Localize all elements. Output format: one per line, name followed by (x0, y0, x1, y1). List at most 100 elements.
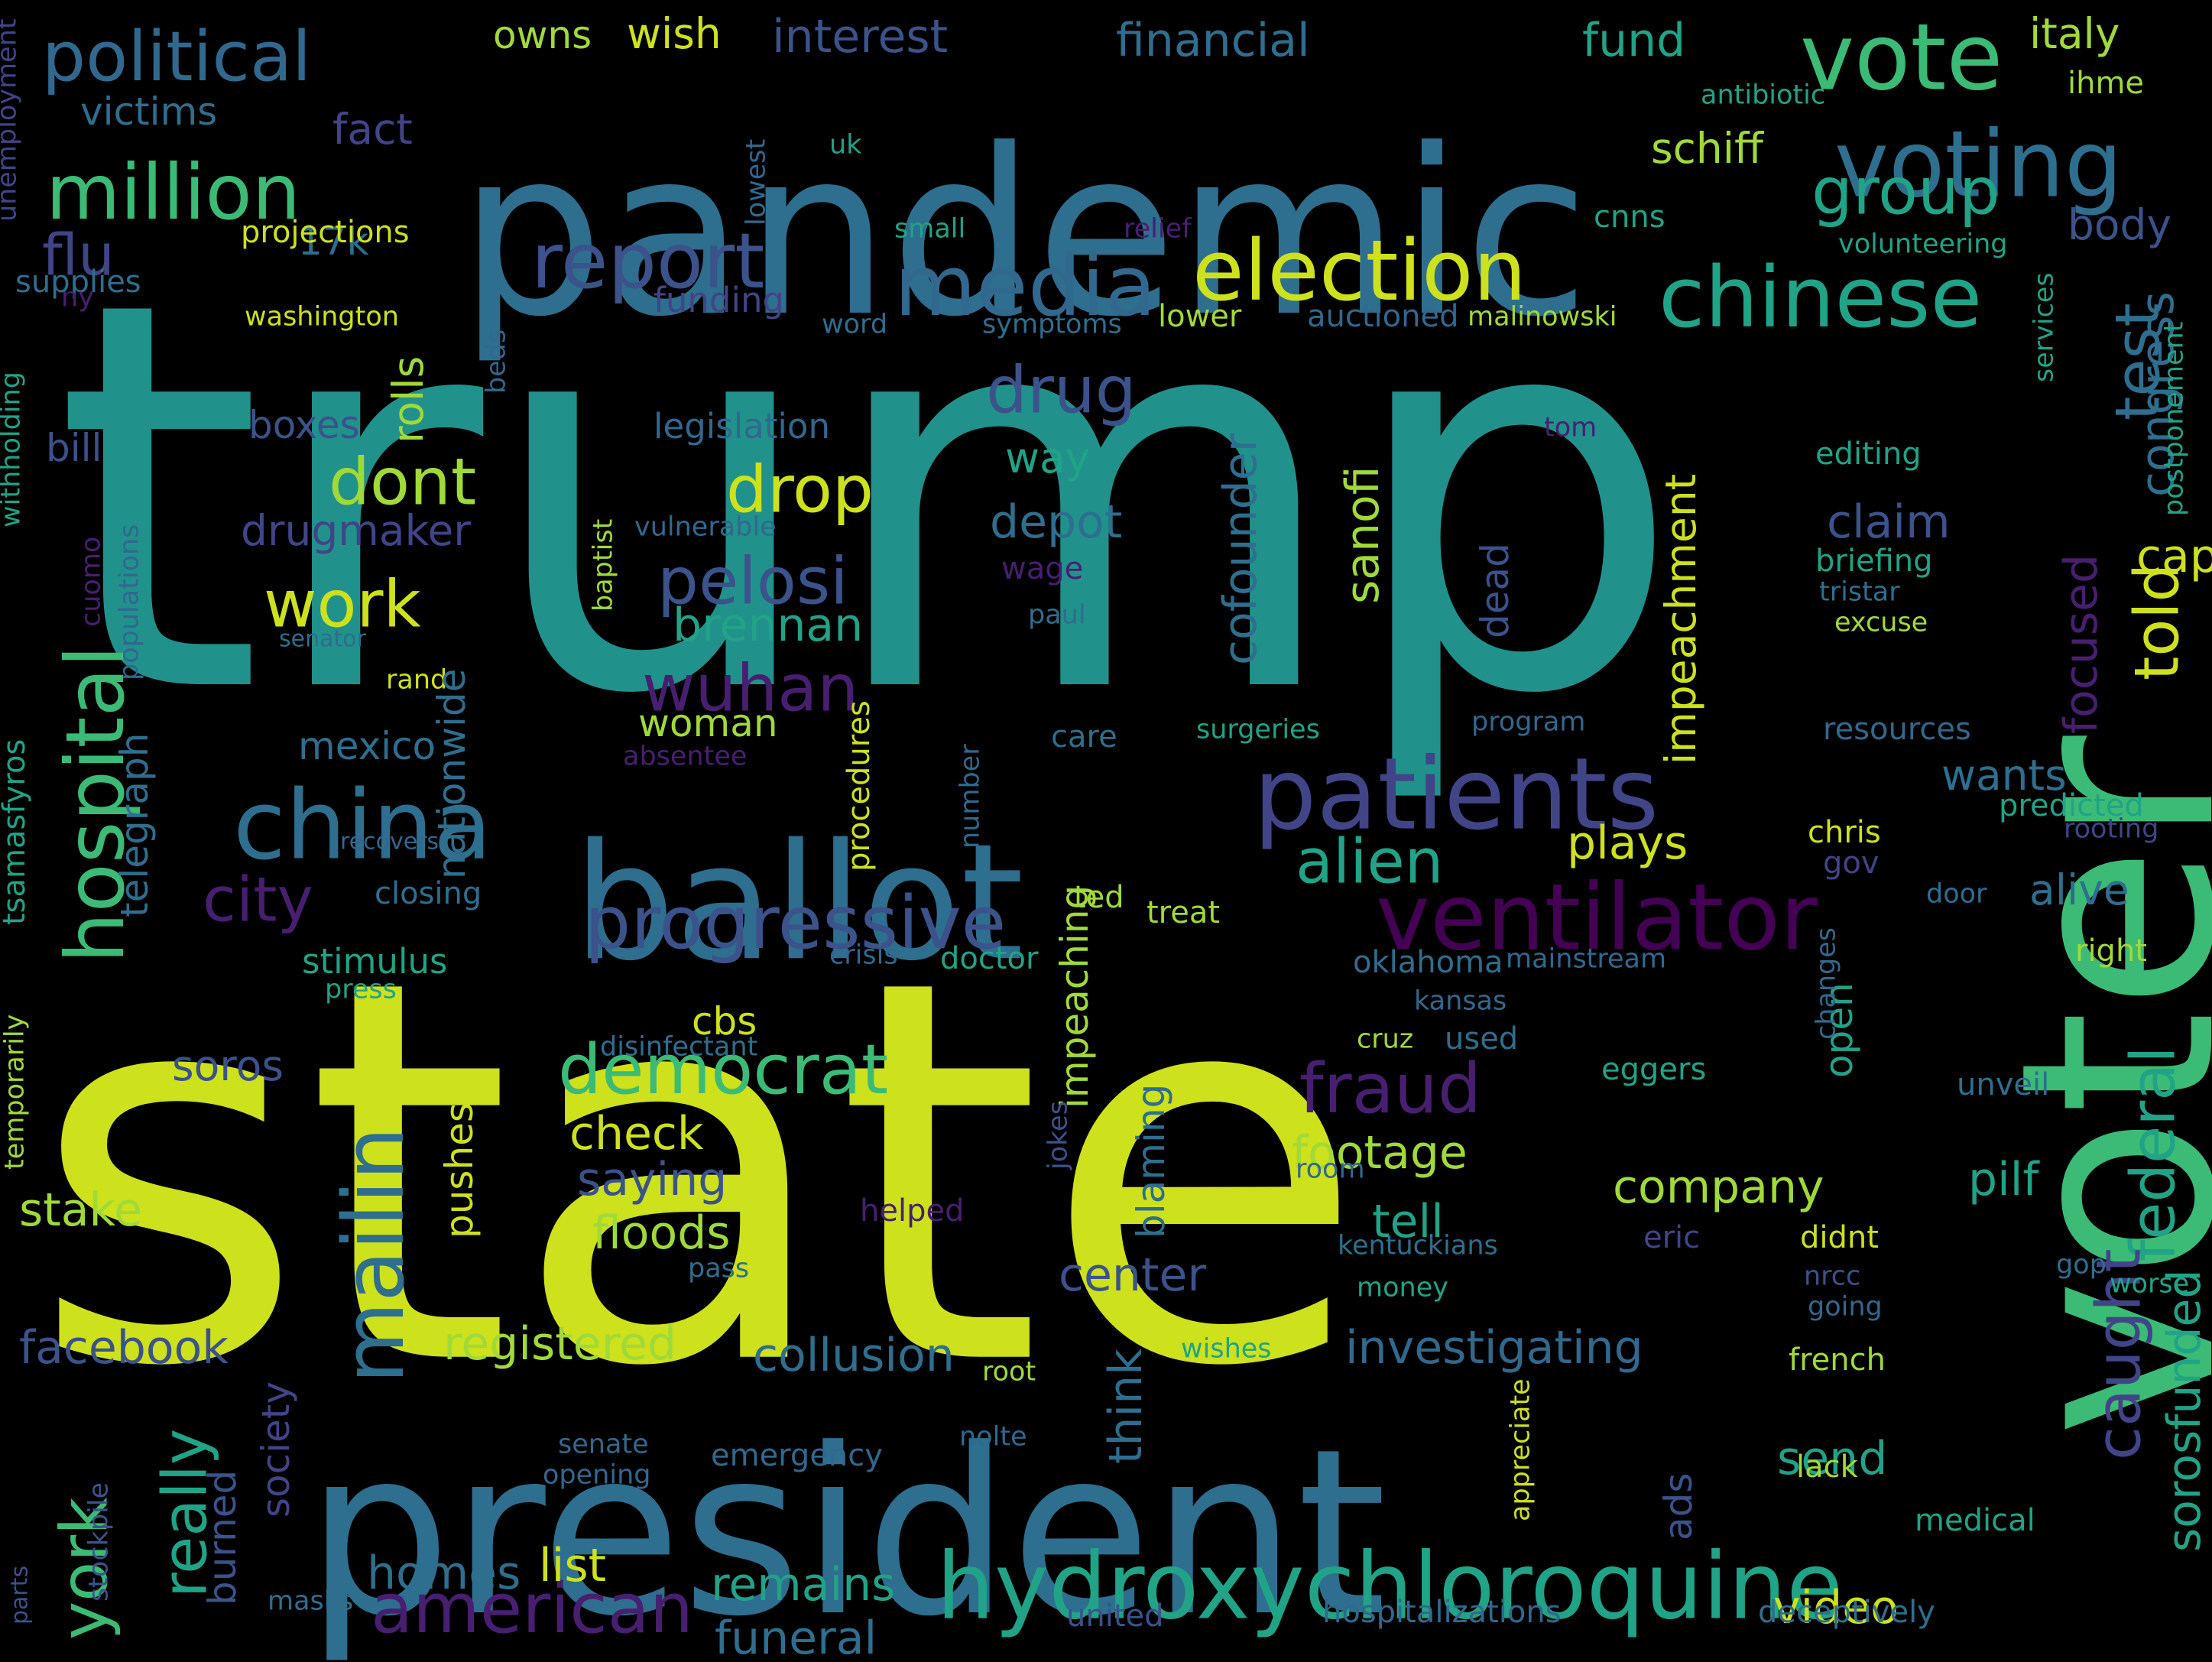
word: medical (1915, 1502, 2035, 1538)
word: sanofi (1336, 466, 1390, 604)
word: dead (1473, 543, 1517, 638)
word: funeral (715, 1612, 877, 1662)
word: flu (42, 221, 115, 289)
word: ventilator (1376, 865, 1818, 972)
word: saying (577, 1153, 728, 1207)
word: excuse (1834, 607, 1928, 638)
word: stockpile (83, 1482, 115, 1602)
word: pilf (1968, 1153, 2039, 1207)
word: uk (829, 129, 862, 161)
word: drug (986, 352, 1137, 429)
word: report (531, 216, 765, 306)
word: pandemic (459, 100, 1590, 367)
word: chinese (1659, 248, 1983, 347)
word: cap (2136, 530, 2212, 584)
word: mainstream (1506, 943, 1667, 975)
word: cuomo (76, 536, 107, 627)
word: pass (688, 1253, 750, 1284)
word: election (1192, 222, 1527, 320)
word: ihme (2068, 65, 2145, 101)
word: dont (329, 444, 477, 521)
word: opening (543, 1459, 651, 1491)
word: floods (592, 1206, 731, 1261)
word: alive (2029, 865, 2129, 915)
word: tsamasfyros (0, 738, 32, 925)
word: used (1445, 1021, 1519, 1057)
word: services (2029, 272, 2060, 382)
word: wish (627, 9, 722, 59)
word: doctor (940, 940, 1039, 976)
word: closing (375, 875, 482, 911)
word: lack (1796, 1449, 1858, 1485)
word: populations (114, 524, 145, 680)
word: burned (200, 1469, 245, 1605)
word: way (1005, 433, 1091, 483)
word: pelosi (657, 544, 848, 620)
word: care (1051, 719, 1117, 755)
word: blaming (1129, 1083, 1173, 1238)
word: auctioned (1307, 298, 1459, 334)
word: check (569, 1107, 704, 1161)
word: think (1099, 1349, 1153, 1464)
word: crisis (829, 940, 898, 971)
word: cruz (1357, 1024, 1414, 1055)
word: victims (80, 89, 218, 134)
word: nrcc (1804, 1261, 1861, 1292)
word: french (1789, 1342, 1886, 1378)
word: ny (61, 282, 94, 313)
word: work (264, 566, 421, 643)
word: wishes (1181, 1333, 1272, 1365)
word: withholding (0, 372, 27, 527)
word: owns (493, 13, 592, 57)
word: paul (1028, 599, 1086, 631)
word: root (982, 1356, 1036, 1388)
word: eric (1643, 1219, 1701, 1255)
word: pushes (437, 1102, 482, 1238)
word: depot (990, 495, 1123, 550)
word: wage (1001, 550, 1084, 586)
word: ads (1656, 1472, 1701, 1540)
word: wants (1941, 751, 2067, 800)
word: room (1296, 1154, 1365, 1185)
word: state (31, 867, 1367, 1482)
word: surgeries (1196, 714, 1320, 745)
word: temporarily (0, 1014, 31, 1170)
word: postponement (2158, 321, 2190, 516)
word: small (894, 213, 966, 245)
word: patients (1254, 735, 1659, 852)
word: recovers (340, 828, 439, 855)
word: group (1811, 154, 2000, 230)
word: tristar (1819, 576, 1900, 608)
word: united (1066, 1598, 1164, 1634)
word: symptoms (982, 309, 1122, 340)
word: treat (1147, 894, 1221, 930)
word: oklahoma (1353, 944, 1503, 980)
word: appreciate (1505, 1378, 1536, 1521)
word: wuhan (642, 651, 859, 727)
word: president (306, 1400, 1387, 1662)
word: press (325, 974, 397, 1005)
word: focused (2055, 553, 2109, 734)
word: democrat (558, 1029, 889, 1110)
word: senator (279, 625, 366, 653)
word: resources (1823, 711, 1971, 747)
word: hospitalizations (1322, 1594, 1562, 1630)
word: 17k (298, 219, 369, 264)
word: remains (711, 1558, 896, 1612)
word: hydroxychloroquine (936, 1534, 1844, 1641)
word: didnt (1800, 1219, 1879, 1255)
word: beds (481, 329, 512, 394)
word: helped (860, 1193, 965, 1229)
word: plays (1567, 816, 1688, 871)
word: word (822, 309, 888, 340)
word: federal (2117, 1046, 2189, 1261)
word: kansas (1414, 985, 1507, 1017)
word: financial (1116, 14, 1310, 68)
word: predicted (1999, 787, 2144, 823)
word: ted (1074, 879, 1124, 915)
word: mexico (298, 724, 436, 768)
word: senate (558, 1429, 649, 1460)
word: city (203, 864, 313, 936)
word: telegraph (112, 732, 157, 917)
word: italy (2029, 9, 2120, 59)
